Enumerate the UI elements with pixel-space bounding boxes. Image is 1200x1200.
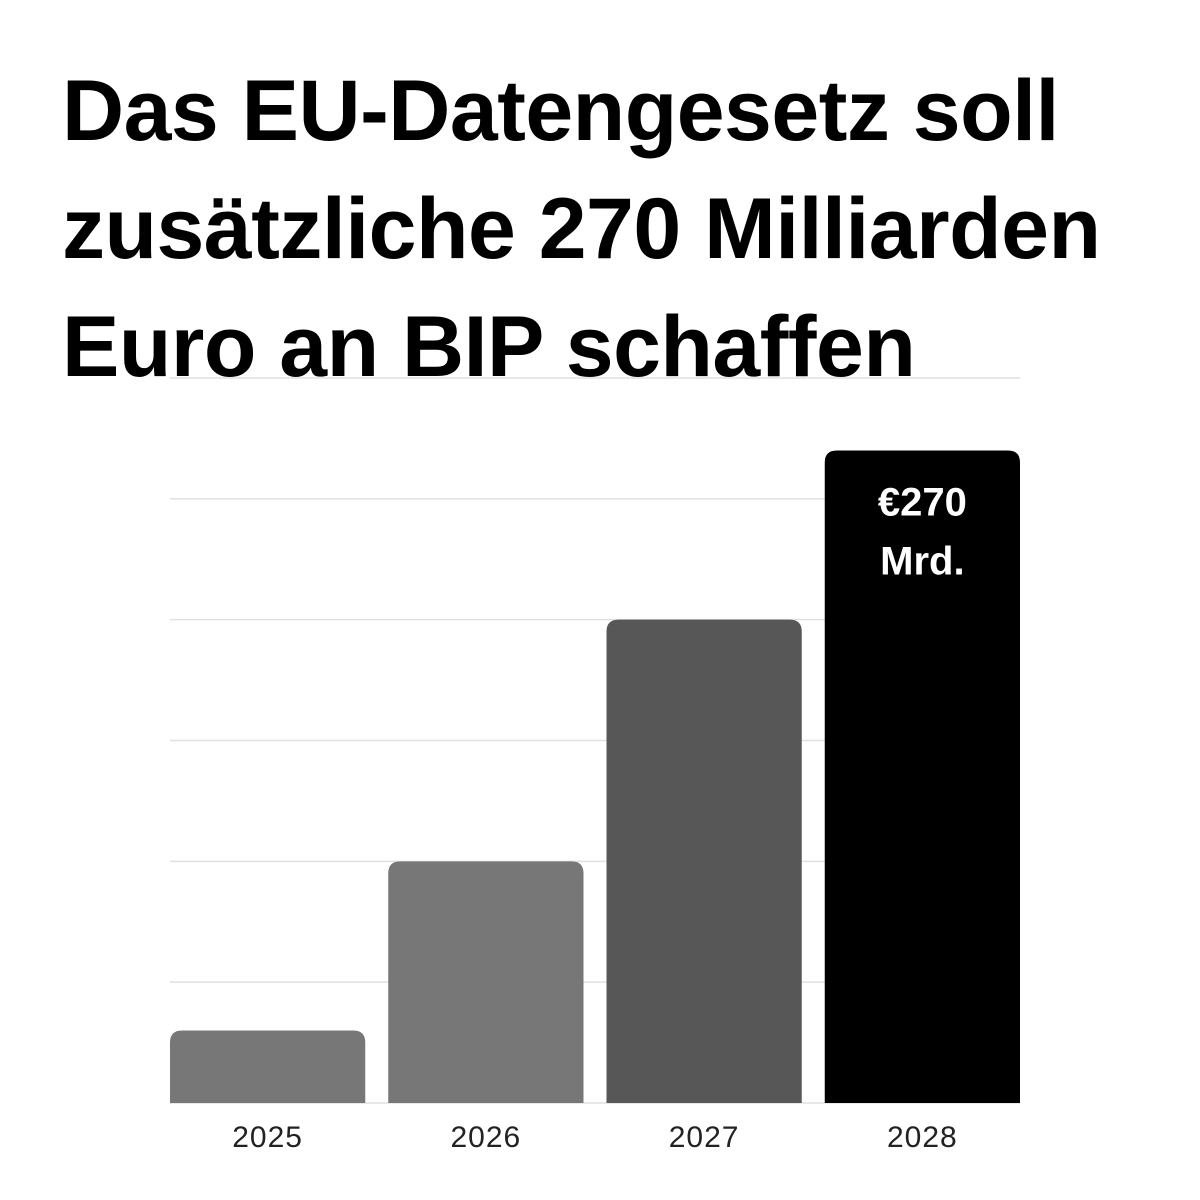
x-tick-label: 2028 <box>887 1121 958 1154</box>
x-tick-label: 2025 <box>232 1121 303 1154</box>
chart-title: Das EU-Datengesetz soll zusätzliche 270 … <box>62 63 1101 395</box>
x-tick-label: 2027 <box>669 1121 740 1154</box>
bar-2025 <box>170 1030 366 1103</box>
bars <box>170 450 1020 1103</box>
bar-2026 <box>388 861 584 1103</box>
data-label: €270 Mrd. <box>878 481 967 584</box>
x-tick-label: 2026 <box>451 1121 522 1154</box>
bar-2027 <box>606 619 802 1103</box>
bar-2028 <box>824 450 1020 1103</box>
data-labels: €270 Mrd. <box>878 481 967 584</box>
x-tick-labels: 2025 2026 2027 2028 <box>232 1121 958 1154</box>
